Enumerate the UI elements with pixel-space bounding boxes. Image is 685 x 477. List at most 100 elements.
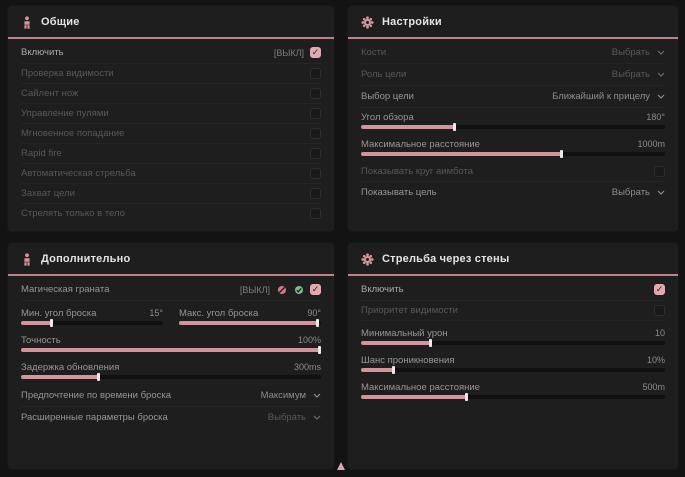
dropdown-row-show-target[interactable]: Показывать цель Выбрать bbox=[361, 182, 665, 203]
slider-thumb[interactable] bbox=[318, 346, 321, 354]
slider-thumb[interactable] bbox=[316, 319, 320, 327]
toggle-row[interactable]: Захват цели ✓ bbox=[21, 184, 321, 204]
dropdown-row-target-role[interactable]: Роль цели Выбрать bbox=[361, 64, 665, 86]
slider-value: 15° bbox=[149, 308, 163, 318]
toggle-row[interactable]: Стрелять только в тело ✓ bbox=[21, 204, 321, 223]
slider-label: Точность bbox=[21, 334, 61, 346]
panel-settings: Настройки Кости Выбрать Роль цели Выбрат… bbox=[348, 6, 678, 231]
dropdown-advanced-throw[interactable]: Выбрать bbox=[268, 412, 321, 423]
chevron-down-icon bbox=[657, 94, 665, 99]
dropdown-row-target-select[interactable]: Выбор цели Ближайший к прицелу bbox=[361, 86, 665, 108]
toggle-row[interactable]: Автоматическая стрельба ✓ bbox=[21, 164, 321, 184]
slider-thumb[interactable] bbox=[559, 150, 563, 158]
crossed-heart-icon[interactable] bbox=[276, 284, 287, 295]
row-label: Включить bbox=[21, 47, 64, 58]
toggle-row[interactable]: Мгновенное попадание ✓ bbox=[21, 124, 321, 144]
fov-slider[interactable] bbox=[361, 123, 665, 131]
toggle-row-enable[interactable]: Включить ✓ bbox=[361, 279, 665, 301]
dropdown-row-throw-time[interactable]: Предпочтение по времени броска Максимум bbox=[21, 385, 321, 407]
slider-thumb[interactable] bbox=[50, 319, 54, 327]
accent-underline bbox=[8, 274, 334, 276]
update-delay-slider[interactable] bbox=[21, 373, 321, 381]
dropdown-value: Ближайший к прицелу bbox=[552, 91, 650, 102]
slider-value: 100% bbox=[297, 335, 321, 345]
check-heart-icon[interactable] bbox=[293, 284, 304, 295]
checkbox[interactable]: ✓ bbox=[310, 168, 321, 179]
min-damage-slider[interactable] bbox=[361, 339, 665, 347]
row-label: Показывать круг аимбота bbox=[361, 166, 474, 177]
dropdown-value: Выбрать bbox=[611, 69, 650, 80]
row-label: Роль цели bbox=[361, 69, 407, 80]
dropdown-row-advanced-throw[interactable]: Расширенные параметры броска Выбрать bbox=[21, 407, 321, 428]
toggle-row-magic-grenade[interactable]: Магическая граната [ВЫКЛ] ✓ bbox=[21, 279, 321, 301]
slider-group-penetration-chance: Шанс проникновения 10% bbox=[361, 351, 665, 374]
dropdown-row-bones[interactable]: Кости Выбрать bbox=[361, 42, 665, 64]
penetration-chance-slider[interactable] bbox=[361, 366, 665, 374]
checkbox[interactable]: ✓ bbox=[310, 108, 321, 119]
slider-thumb[interactable] bbox=[453, 123, 457, 131]
min-throw-angle-slider[interactable] bbox=[21, 319, 163, 327]
toggle-row-visibility-priority[interactable]: Приоритет видимости ✓ bbox=[361, 301, 665, 321]
row-label: Предпочтение по времени броска bbox=[21, 390, 171, 401]
checkbox[interactable]: ✓ bbox=[310, 88, 321, 99]
body-icon bbox=[21, 15, 33, 29]
slider-label: Мин. угол броска bbox=[21, 307, 97, 319]
slider-thumb[interactable] bbox=[465, 393, 469, 401]
row-label: Проверка видимости bbox=[21, 68, 114, 79]
max-distance-slider[interactable] bbox=[361, 393, 665, 401]
slider-thumb[interactable] bbox=[392, 366, 396, 374]
slider-label: Максимальное расстояние bbox=[361, 381, 480, 393]
checkbox-checked[interactable]: ✓ bbox=[310, 47, 321, 58]
dropdown-throw-time[interactable]: Максимум bbox=[261, 390, 321, 401]
max-distance-slider[interactable] bbox=[361, 150, 665, 158]
checkbox[interactable]: ✓ bbox=[654, 166, 665, 177]
dropdown-value: Выбрать bbox=[611, 187, 650, 198]
slider-label: Угол обзора bbox=[361, 111, 414, 123]
slider-group-max-distance: Максимальное расстояние 500m bbox=[361, 378, 665, 401]
dropdown-target-role[interactable]: Выбрать bbox=[612, 69, 665, 80]
panel-title: Стрельба через стены bbox=[382, 253, 510, 265]
panel-wallbang-header: Стрельба через стены bbox=[348, 243, 678, 272]
accent-underline bbox=[348, 274, 678, 276]
checkbox[interactable]: ✓ bbox=[310, 128, 321, 139]
slider-value: 180° bbox=[646, 112, 665, 122]
toggle-row[interactable]: Rapid fire ✓ bbox=[21, 144, 321, 164]
dropdown-target-select[interactable]: Ближайший к прицелу bbox=[552, 91, 665, 102]
toggle-row[interactable]: Сайлент нож ✓ bbox=[21, 84, 321, 104]
toggle-row[interactable]: Управление пулями ✓ bbox=[21, 104, 321, 124]
checkbox[interactable]: ✓ bbox=[310, 208, 321, 219]
gear-icon bbox=[361, 15, 374, 29]
panel-additional-header: Дополнительно bbox=[8, 243, 334, 272]
dropdown-value: Максимум bbox=[260, 390, 306, 401]
dropdown-show-target[interactable]: Выбрать bbox=[612, 187, 665, 198]
checkbox[interactable]: ✓ bbox=[310, 148, 321, 159]
slider-thumb[interactable] bbox=[428, 339, 432, 347]
toggle-row[interactable]: Проверка видимости ✓ bbox=[21, 64, 321, 84]
slider-value: 500m bbox=[642, 382, 665, 392]
row-label: Кости bbox=[361, 47, 387, 58]
panel-title: Дополнительно bbox=[41, 253, 131, 265]
toggle-row-show-aimbot-circle[interactable]: Показывать круг аимбота ✓ bbox=[361, 162, 665, 182]
accuracy-slider[interactable] bbox=[21, 346, 321, 354]
checkbox[interactable]: ✓ bbox=[310, 188, 321, 199]
panel-title: Настройки bbox=[382, 16, 442, 28]
checkbox[interactable]: ✓ bbox=[654, 305, 665, 316]
checkbox-checked[interactable]: ✓ bbox=[654, 284, 665, 295]
body-icon bbox=[21, 252, 33, 266]
dropdown-bones[interactable]: Выбрать bbox=[612, 47, 665, 58]
accent-underline bbox=[8, 37, 334, 39]
slider-thumb[interactable] bbox=[97, 373, 100, 381]
slider-value: 10 bbox=[654, 328, 665, 338]
row-label: Расширенные параметры броска bbox=[21, 412, 168, 423]
chevron-down-icon bbox=[657, 72, 665, 77]
max-throw-angle-slider[interactable] bbox=[179, 319, 321, 327]
chevron-down-icon bbox=[657, 50, 665, 55]
checkbox[interactable]: ✓ bbox=[310, 68, 321, 79]
checkbox-checked[interactable]: ✓ bbox=[310, 284, 321, 295]
panel-additional: Дополнительно Магическая граната [ВЫКЛ] … bbox=[8, 243, 334, 469]
slider-label: Макс. угол броска bbox=[179, 307, 259, 319]
slider-label: Минимальный урон bbox=[361, 327, 448, 339]
toggle-row-enable[interactable]: Включить [ВЫКЛ] ✓ bbox=[21, 42, 321, 64]
hotkey-badge: [ВЫКЛ] bbox=[239, 284, 270, 295]
slider-value: 300ms bbox=[293, 362, 321, 372]
